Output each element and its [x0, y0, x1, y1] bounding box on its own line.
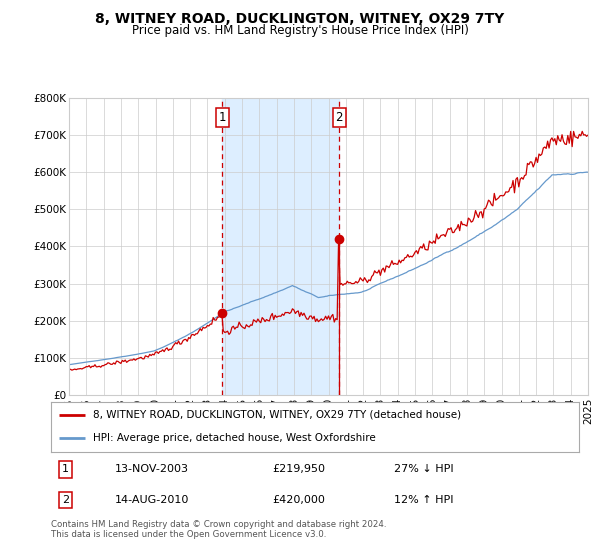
Text: £219,950: £219,950: [273, 464, 326, 474]
Text: HPI: Average price, detached house, West Oxfordshire: HPI: Average price, detached house, West…: [93, 433, 376, 444]
Bar: [223, 98, 339, 395]
Text: 13-NOV-2003: 13-NOV-2003: [115, 464, 188, 474]
Text: 2: 2: [62, 495, 70, 505]
Text: 2: 2: [335, 111, 343, 124]
Text: £420,000: £420,000: [273, 495, 326, 505]
Text: 12% ↑ HPI: 12% ↑ HPI: [394, 495, 454, 505]
Text: 8, WITNEY ROAD, DUCKLINGTON, WITNEY, OX29 7TY (detached house): 8, WITNEY ROAD, DUCKLINGTON, WITNEY, OX2…: [93, 410, 461, 419]
Text: 8, WITNEY ROAD, DUCKLINGTON, WITNEY, OX29 7TY: 8, WITNEY ROAD, DUCKLINGTON, WITNEY, OX2…: [95, 12, 505, 26]
Text: Contains HM Land Registry data © Crown copyright and database right 2024.
This d: Contains HM Land Registry data © Crown c…: [51, 520, 386, 539]
Text: 14-AUG-2010: 14-AUG-2010: [115, 495, 189, 505]
Text: 1: 1: [219, 111, 226, 124]
Text: 1: 1: [62, 464, 69, 474]
Text: 27% ↓ HPI: 27% ↓ HPI: [394, 464, 454, 474]
Text: Price paid vs. HM Land Registry's House Price Index (HPI): Price paid vs. HM Land Registry's House …: [131, 24, 469, 36]
